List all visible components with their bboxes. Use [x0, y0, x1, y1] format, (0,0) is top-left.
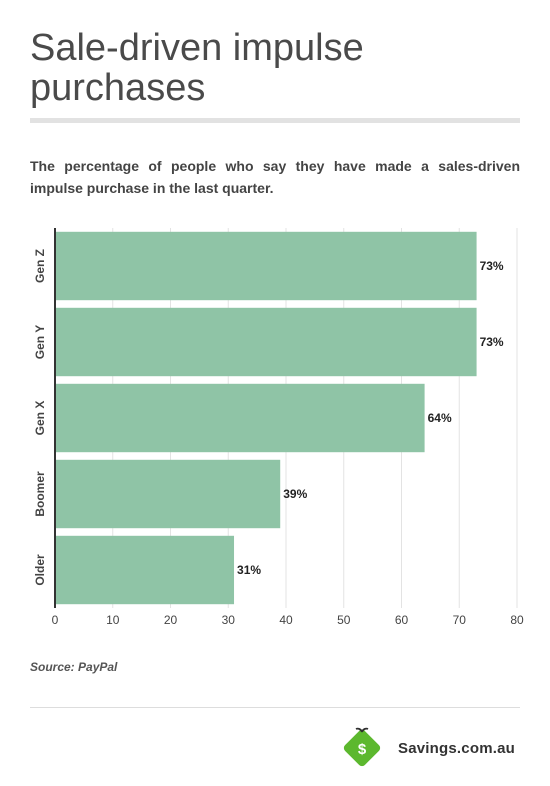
footer-divider	[30, 707, 520, 708]
x-tick-label: 30	[222, 613, 236, 627]
brand-name: Savings.com.au	[398, 739, 516, 757]
title-divider	[30, 118, 520, 123]
brand-logo[interactable]: $ Savings.com.au	[340, 726, 515, 770]
x-tick-label: 0	[52, 613, 59, 627]
bar	[55, 307, 477, 377]
value-label: 39%	[283, 487, 307, 501]
x-tick-label: 60	[395, 613, 409, 627]
bar	[55, 459, 281, 529]
category-label: Gen X	[33, 401, 47, 436]
bar-chart: 0 10 20 30 40 50 60 70 80 73% Gen Z 73% Gen Y 64% Gen …	[33, 228, 524, 627]
category-label: Gen Y	[33, 325, 47, 359]
value-label: 73%	[480, 259, 504, 273]
x-tick-label: 80	[510, 613, 524, 627]
savings-logo-icon: $	[340, 726, 384, 770]
bar	[55, 231, 477, 301]
value-label: 73%	[480, 335, 504, 349]
chart-subtitle: The percentage of people who say they ha…	[30, 158, 520, 196]
category-label: Older	[33, 554, 47, 586]
x-tick-label: 20	[164, 613, 178, 627]
x-tick-label: 10	[106, 613, 120, 627]
category-label: Boomer	[33, 471, 47, 517]
value-label: 64%	[428, 411, 452, 425]
x-tick-label: 40	[279, 613, 293, 627]
x-tick-label: 70	[453, 613, 467, 627]
bar	[55, 535, 235, 605]
page-title: Sale-driven impulse purchases	[30, 27, 364, 109]
category-label: Gen Z	[33, 249, 47, 283]
value-label: 31%	[237, 563, 261, 577]
x-tick-label: 50	[337, 613, 351, 627]
bar	[55, 383, 425, 453]
source-note: Source: PayPal	[30, 660, 118, 674]
logo-letter: $	[358, 741, 367, 758]
